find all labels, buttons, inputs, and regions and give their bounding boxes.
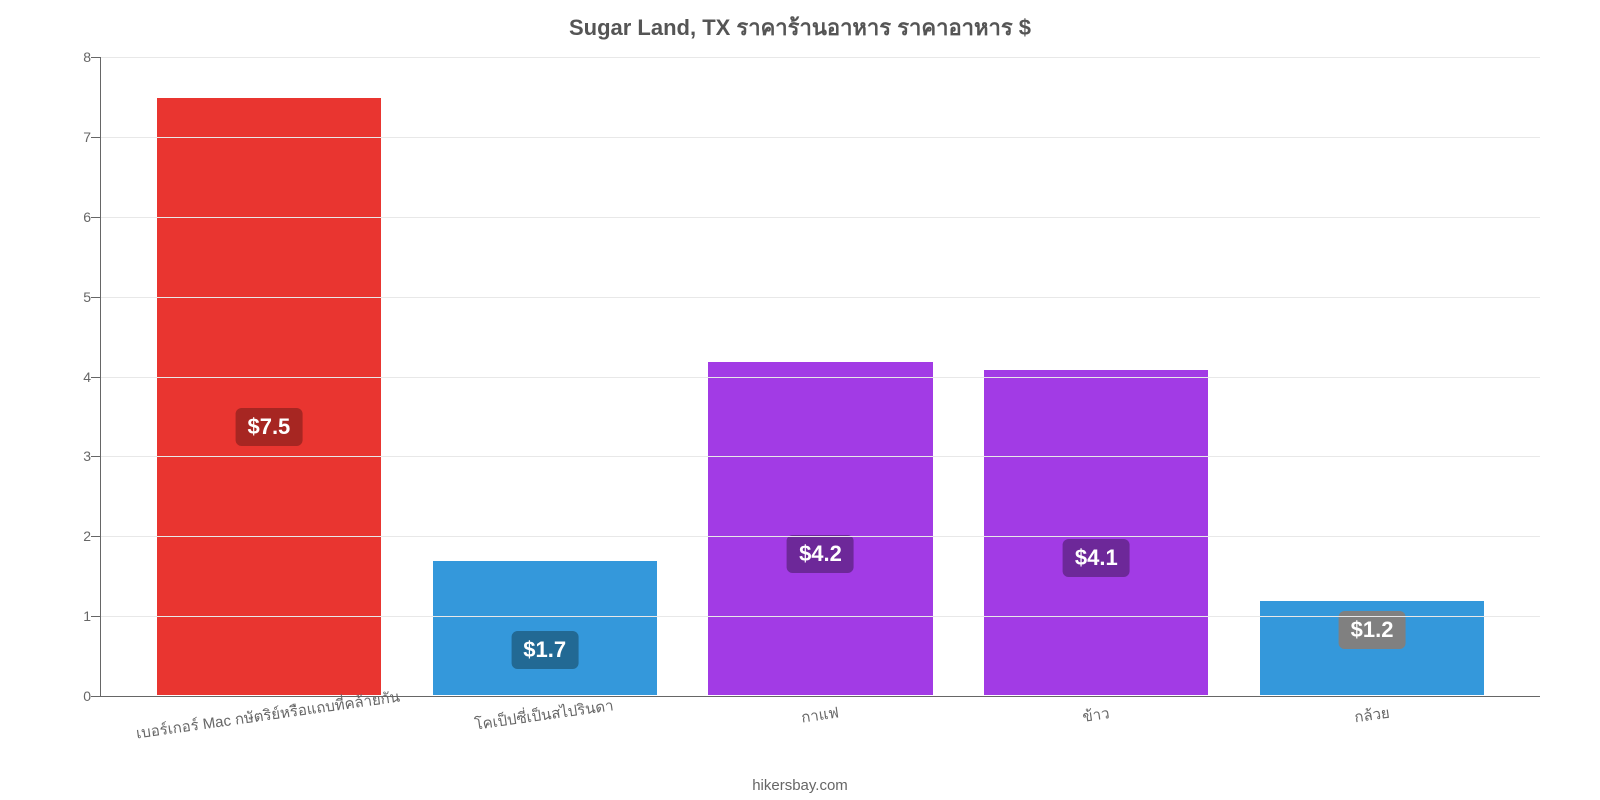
value-badge: $4.2 [787,535,854,573]
y-tick-label: 8 [56,49,91,65]
value-badge: $1.7 [511,631,578,669]
y-tick [91,217,101,218]
x-label-slot: กาแฟ [682,697,958,757]
y-tick-label: 7 [56,129,91,145]
x-tick-label: กล้วย [1353,701,1391,730]
x-tick-label: ข้าว [1081,701,1111,729]
value-badge: $4.1 [1063,539,1130,577]
y-tick [91,616,101,617]
value-badge: $7.5 [235,408,302,446]
grid-line [101,297,1540,298]
grid-line [101,137,1540,138]
y-tick [91,57,101,58]
chart-title: Sugar Land, TX ราคาร้านอาหาร ราคาอาหาร $ [40,10,1560,45]
grid-line [101,536,1540,537]
y-tick-label: 4 [56,369,91,385]
y-tick-label: 0 [56,688,91,704]
y-tick-label: 5 [56,289,91,305]
grid-line [101,616,1540,617]
grid-line [101,217,1540,218]
bar: $7.5 [156,97,382,696]
bar: $4.1 [983,369,1209,696]
grid-line [101,456,1540,457]
plot-area: $7.5$1.7$4.2$4.1$1.2 012345678 [100,57,1540,697]
bar: $1.7 [432,560,658,696]
y-tick-label: 6 [56,209,91,225]
y-tick [91,377,101,378]
x-label-slot: ข้าว [958,697,1234,757]
credit-text: hikersbay.com [40,777,1560,794]
y-tick-label: 2 [56,528,91,544]
y-tick [91,536,101,537]
y-tick [91,297,101,298]
y-tick-label: 1 [56,608,91,624]
x-axis-labels: เบอร์เกอร์ Mac กษัตริย์หรือแถบที่คล้ายกั… [100,697,1540,757]
bar: $1.2 [1259,600,1485,696]
grid-line [101,377,1540,378]
x-label-slot: โคเป็ปซี่เป็นสไปรินดา [406,697,682,757]
grid-line [101,57,1540,58]
y-tick [91,456,101,457]
bar: $4.2 [707,361,933,696]
price-bar-chart: Sugar Land, TX ราคาร้านอาหาร ราคาอาหาร $… [0,0,1600,800]
x-label-slot: กล้วย [1234,697,1510,757]
x-label-slot: เบอร์เกอร์ Mac กษัตริย์หรือแถบที่คล้ายกั… [130,697,406,757]
y-tick-label: 3 [56,448,91,464]
x-tick-label: โคเป็ปซี่เป็นสไปรินดา [473,693,615,736]
y-tick [91,137,101,138]
x-tick-label: กาแฟ [800,700,841,729]
